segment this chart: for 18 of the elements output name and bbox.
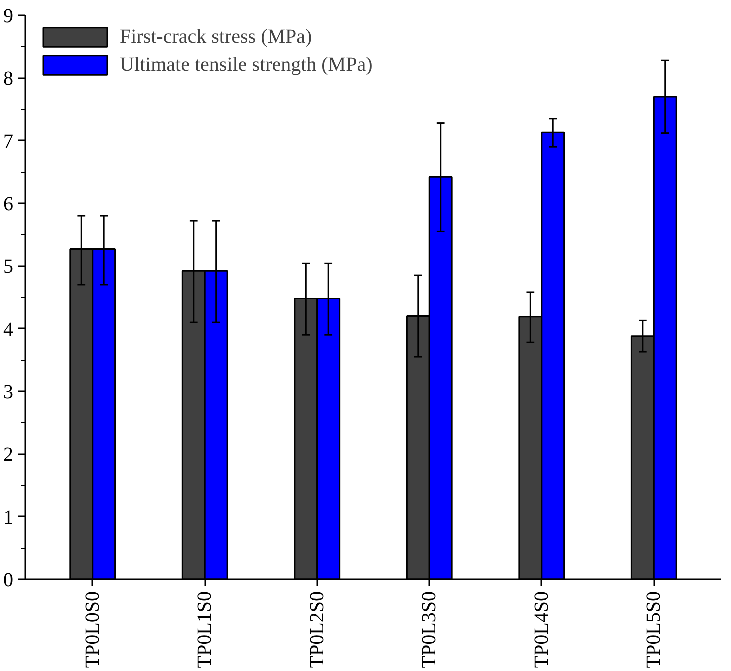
x-tick-label: TP0L5S0 bbox=[643, 591, 666, 668]
legend-label: First-crack stress (MPa) bbox=[120, 26, 312, 48]
y-tick-label: 2 bbox=[4, 444, 14, 466]
x-tick-label: TP0L3S0 bbox=[418, 591, 441, 668]
y-tick-label: 4 bbox=[4, 318, 14, 341]
y-tick-label: 0 bbox=[4, 570, 14, 592]
x-tick-label: TP0L1S0 bbox=[194, 591, 216, 668]
x-tick-label: TP0L0S0 bbox=[82, 591, 104, 668]
x-tick-label: TP0L4S0 bbox=[530, 591, 553, 668]
y-tick-label: 6 bbox=[4, 194, 14, 216]
y-tick-label: 3 bbox=[4, 382, 14, 404]
legend-label: Ultimate tensile strength (MPa) bbox=[120, 54, 373, 76]
y-tick-label: 1 bbox=[4, 506, 14, 529]
y-tick-label: 7 bbox=[4, 130, 14, 153]
y-tick-label: 9 bbox=[4, 6, 14, 28]
y-tick-label: 8 bbox=[4, 68, 14, 90]
y-tick-label: 5 bbox=[4, 256, 14, 278]
x-tick-label: TP0L2S0 bbox=[306, 591, 328, 668]
